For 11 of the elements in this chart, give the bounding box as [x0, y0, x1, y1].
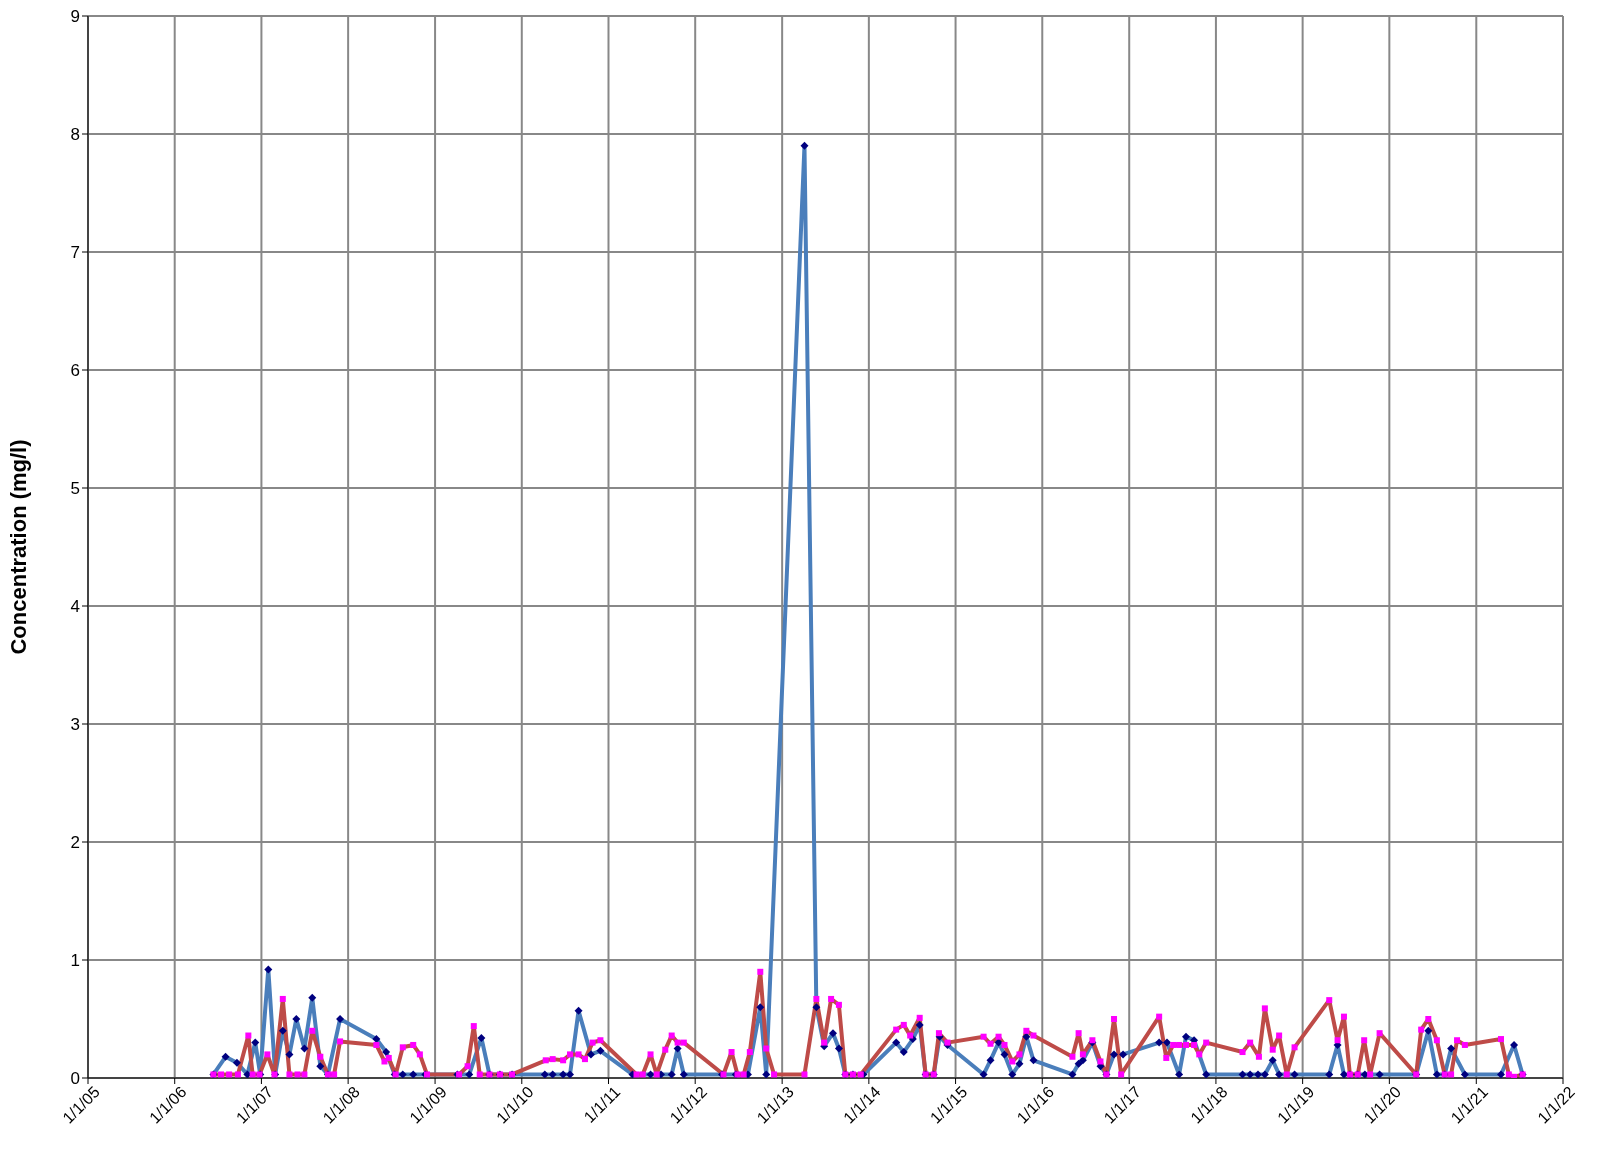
y-tick-label: 1: [70, 951, 80, 971]
y-tick-label: 9: [70, 7, 80, 27]
y-tick-label: 0: [70, 1069, 80, 1089]
y-tick-label: 5: [70, 479, 80, 499]
y-axis-title: Concentration (mg/l): [5, 439, 31, 655]
y-tick-label: 7: [70, 243, 80, 263]
y-tick-label: 3: [70, 715, 80, 735]
y-tick-label: 8: [70, 125, 80, 145]
y-tick-label: 2: [70, 833, 80, 853]
y-tick-label: 6: [70, 361, 80, 381]
y-tick-label: 4: [70, 597, 80, 617]
